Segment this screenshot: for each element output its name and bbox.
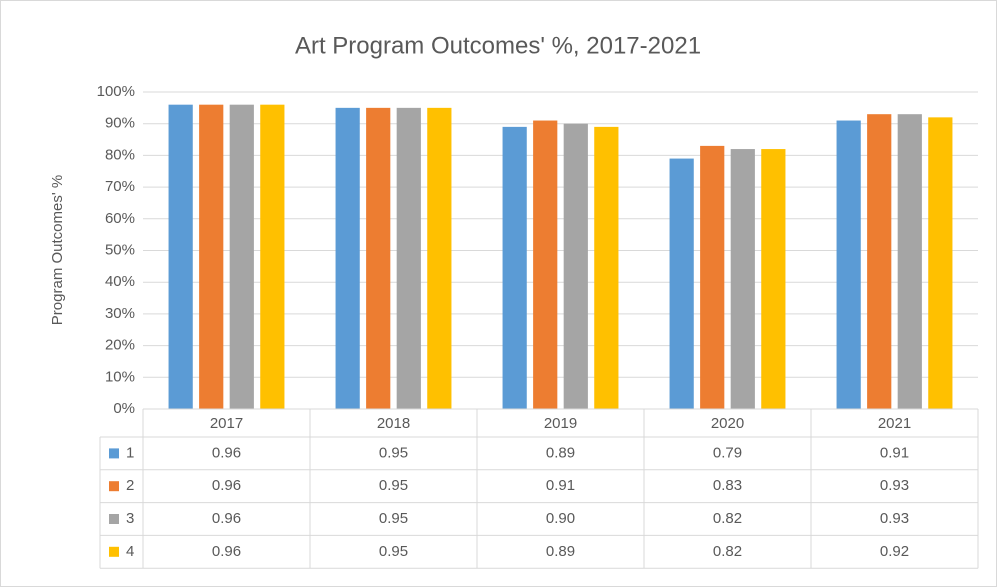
bar [700, 145, 725, 409]
bar [396, 107, 421, 409]
y-tick-label: 10% [105, 368, 135, 385]
table-cell: 0.82 [713, 543, 742, 560]
bar [928, 117, 953, 410]
table-cell: 0.93 [880, 477, 909, 494]
table-cell: 0.93 [880, 510, 909, 527]
table-cell: 0.91 [880, 444, 909, 461]
table-cell: 0.95 [379, 543, 408, 560]
x-tick-label: 2017 [210, 415, 243, 432]
y-tick-label: 30% [105, 305, 135, 322]
bar [335, 107, 360, 409]
legend-label: 1 [126, 444, 134, 461]
bar [897, 114, 922, 409]
y-tick-label: 60% [105, 210, 135, 227]
y-tick-label: 50% [105, 241, 135, 258]
y-tick-label: 0% [113, 400, 135, 417]
x-tick-label: 2019 [544, 415, 577, 432]
table-cell: 0.90 [546, 510, 575, 527]
table-cell: 0.95 [379, 477, 408, 494]
y-tick-label: 40% [105, 273, 135, 290]
y-tick-label: 80% [105, 146, 135, 163]
y-tick-label: 90% [105, 115, 135, 132]
bar [366, 107, 391, 409]
bar [669, 158, 694, 409]
x-tick-label: 2018 [377, 415, 410, 432]
bar [199, 104, 224, 410]
y-tick-label: 70% [105, 178, 135, 195]
legend-key [109, 514, 119, 524]
y-tick-label: 100% [97, 83, 135, 100]
legend-key [109, 448, 119, 459]
bar [594, 126, 619, 410]
legend-label: 3 [126, 510, 134, 527]
legend-key [109, 481, 119, 492]
x-tick-label: 2020 [711, 415, 744, 432]
bar [168, 104, 193, 410]
y-tick-label: 20% [105, 337, 135, 354]
bar [502, 126, 527, 410]
table-cell: 0.91 [546, 477, 575, 494]
table-cell: 0.82 [713, 510, 742, 527]
table-cell: 0.95 [379, 444, 408, 461]
legend-key [109, 546, 119, 557]
table-cell: 0.95 [379, 510, 408, 527]
table-cell: 0.79 [713, 444, 742, 461]
bar [229, 104, 254, 410]
table-cell: 0.89 [546, 444, 575, 461]
bar [761, 149, 786, 409]
table-cell: 0.89 [546, 543, 575, 560]
table-cell: 0.96 [212, 477, 241, 494]
table-cell: 0.92 [880, 543, 909, 560]
bar [836, 120, 861, 409]
table-cell: 0.83 [713, 477, 742, 494]
bar [867, 114, 892, 409]
legend-label: 4 [126, 543, 134, 560]
legend-label: 2 [126, 477, 134, 494]
bar [730, 149, 755, 409]
bar [563, 123, 588, 409]
bar [260, 104, 285, 410]
table-cell: 0.96 [212, 444, 241, 461]
bar [427, 107, 452, 409]
table-cell: 0.96 [212, 543, 241, 560]
chart-title: Art Program Outcomes' %, 2017-2021 [295, 32, 701, 59]
table-cell: 0.96 [212, 510, 241, 527]
bar [533, 120, 558, 409]
y-axis-label: Program Outcomes' % [49, 175, 66, 325]
x-tick-label: 2021 [878, 415, 911, 432]
